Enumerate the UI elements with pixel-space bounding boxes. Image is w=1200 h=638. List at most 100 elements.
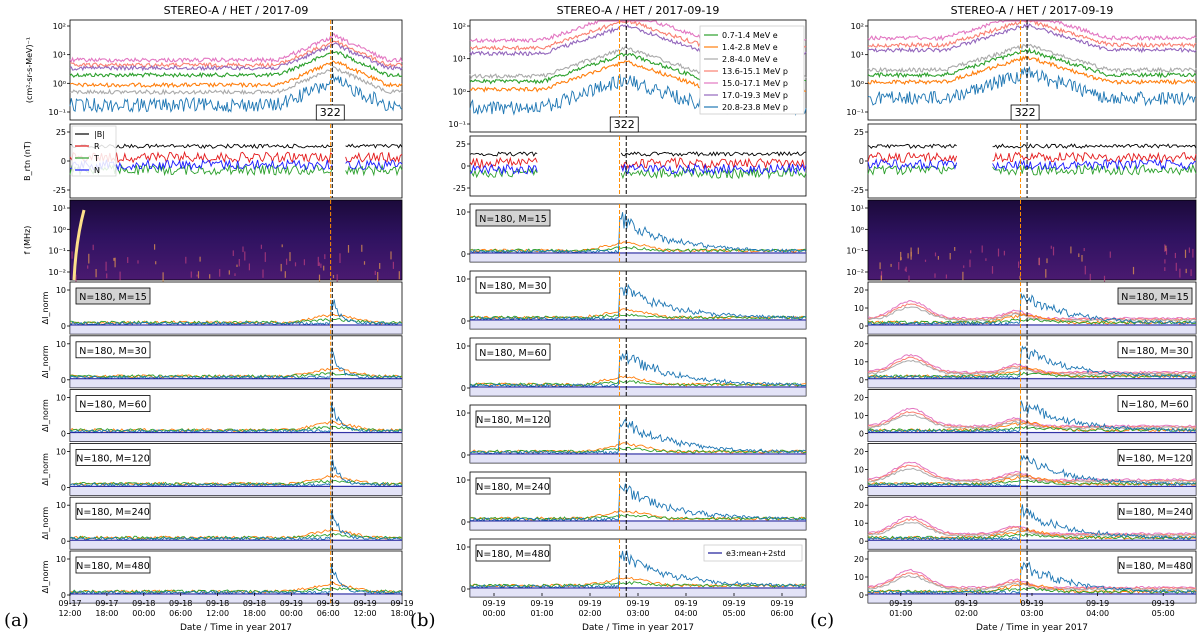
mag-legend-label: N (94, 166, 100, 175)
xtick-label-time: 02:00 (578, 609, 601, 618)
xtick-label-date: 09-17 (58, 599, 81, 608)
flux-legend-label: 1.4-2.8 MeV e (722, 43, 778, 52)
mag-series-0 (469, 151, 807, 157)
xtick-label-time: 04:00 (1086, 609, 1109, 618)
radio-burst (1084, 265, 1086, 275)
radio-burst (284, 271, 286, 278)
mag-ytick-label: 0 (859, 157, 864, 166)
delta-label-box (475, 209, 551, 227)
radio-burst (904, 268, 906, 271)
delta-trace-green (469, 513, 807, 521)
radio-burst (347, 245, 350, 253)
delta-label: N=180, M=240 (76, 507, 150, 518)
delta-ytick-label: 0 (461, 518, 466, 527)
radio-burst (907, 253, 909, 259)
delta-trace-pink (867, 353, 1197, 374)
delta-band (868, 324, 1196, 334)
flux-ytick-label: 10⁻¹ (48, 108, 66, 117)
event-number-box (609, 116, 639, 133)
delta-trace-green (69, 318, 403, 325)
radio-burst (1019, 275, 1021, 280)
xtick-label-date: 09-18 (169, 599, 192, 608)
radio-burst (1192, 248, 1194, 258)
radio-burst (1046, 258, 1048, 264)
radio-burst (1185, 268, 1187, 274)
delta-ytick-label: 10 (56, 394, 66, 403)
flux-series-0 (867, 47, 1197, 79)
delta-ytick-label: 0 (461, 451, 466, 460)
radio-burst (236, 264, 238, 267)
delta-label-box (75, 556, 151, 574)
delta-ylabel: ΔI_norm (41, 399, 50, 432)
delta-trace-green (867, 318, 1197, 325)
xtick-label-time: 00:00 (280, 609, 303, 618)
delta-ytick-label: 0 (61, 322, 66, 331)
radio-burst (318, 274, 321, 285)
delta-band (868, 593, 1196, 603)
radio-burst (242, 246, 244, 253)
mag-ytick-label: 0 (61, 157, 66, 166)
xtick-label-time: 00:00 (132, 609, 155, 618)
radio-burst (1003, 250, 1005, 256)
radio-burst (162, 272, 164, 282)
delta-band (70, 539, 402, 550)
mag-series-0 (867, 143, 1197, 150)
flux-series-1 (867, 55, 1197, 86)
radio-burst (92, 244, 94, 251)
mag-series-1 (469, 156, 807, 170)
flux-ylabel: (cm²-sr-s-MeV)⁻¹ (25, 37, 34, 103)
flux-ytick-label: 10⁰ (453, 87, 466, 96)
delta-ytick-label: 0 (61, 483, 66, 492)
xtick-label-date: 09-19 (722, 599, 745, 608)
radio-burst (119, 271, 121, 281)
delta-trace-pink (867, 300, 1196, 320)
delta-band (470, 319, 806, 329)
delta-label-box (75, 395, 151, 413)
radio-burst (969, 259, 971, 268)
delta-ytick-label: 10 (456, 208, 466, 217)
radio-burst (320, 263, 322, 268)
delta-ytick-label: 0 (859, 591, 864, 600)
radio-burst (114, 257, 116, 268)
radio-burst (286, 258, 288, 265)
radio-burst (879, 262, 881, 270)
delta-label-box (1117, 556, 1193, 574)
flux-series-5 (867, 21, 1197, 54)
radio-burst (1081, 255, 1083, 262)
delta-trace-blue (867, 504, 1196, 541)
mag-ytick-label: 25 (456, 140, 466, 149)
flux-legend (699, 25, 805, 115)
flux-series-3 (70, 40, 403, 69)
radio-burst (937, 256, 939, 260)
xtick-label-time: 12:00 (206, 609, 229, 618)
radio-burst (190, 271, 192, 278)
delta-trace-green (867, 426, 1197, 433)
radio-burst (294, 262, 297, 267)
delta-ytick-label: 10 (56, 501, 66, 510)
xtick-label-time: 12:00 (354, 609, 377, 618)
radio-burst (991, 266, 994, 274)
flux-legend-label: 13.6-15.1 MeV p (722, 67, 788, 76)
radio-burst (963, 265, 965, 268)
delta-band (70, 324, 402, 334)
radio-burst (264, 252, 266, 262)
flux-ytick-label: 10¹ (453, 55, 466, 64)
radio-burst (908, 275, 910, 286)
radio-burst (1050, 245, 1052, 249)
radio-burst (317, 256, 319, 266)
delta-label-box (1117, 448, 1193, 466)
delta-label: N=180, M=120 (476, 415, 550, 426)
xtick-label-date: 09-19 (626, 599, 649, 608)
radio-ylabel: f (MHz) (23, 226, 32, 255)
delta-ytick-label: 10 (456, 275, 466, 284)
delta-ytick-label: 10 (854, 519, 864, 528)
xtick-label-time: 03:00 (1020, 609, 1043, 618)
xtick-label-date: 09-19 (674, 599, 697, 608)
delta-label-box (75, 502, 151, 520)
x-axis-label: Date / Time in year 2017 (582, 623, 694, 633)
delta-ytick-label: 0 (461, 585, 466, 594)
delta-trace-green (69, 532, 403, 540)
xtick-label-date: 09-19 (1020, 599, 1043, 608)
delta-label-box (1117, 395, 1193, 413)
flux-series-0 (69, 50, 403, 79)
